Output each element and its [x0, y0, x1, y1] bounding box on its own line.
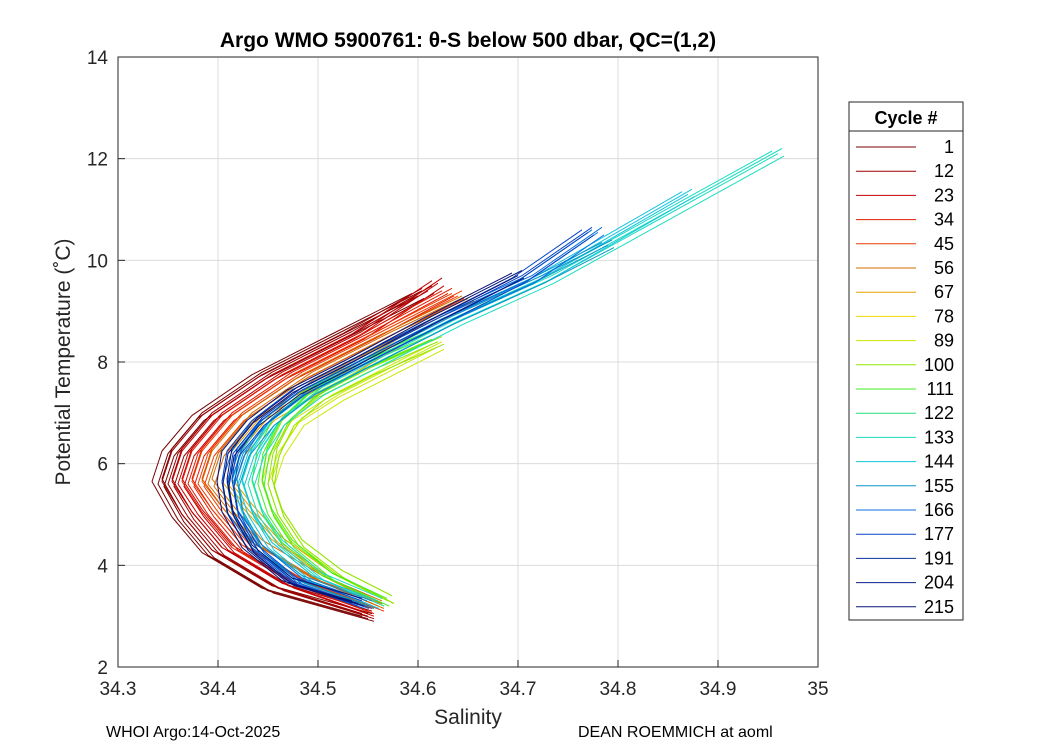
y-tick-label: 2 — [97, 658, 108, 679]
legend-label: 100 — [924, 355, 954, 375]
series-line — [177, 282, 439, 615]
series-line — [207, 298, 469, 607]
y-tick-label: 10 — [87, 251, 108, 272]
legend-label: 78 — [934, 306, 954, 326]
y-tick-label: 14 — [87, 48, 109, 69]
legend-label: 45 — [934, 234, 954, 254]
series-line — [253, 155, 785, 607]
series-line — [161, 287, 423, 615]
series-line — [263, 338, 435, 607]
x-tick-label: 35 — [807, 679, 828, 700]
legend-entries: 1 12 23 34 45 56 67 78 89 100 111 122 133 144 155 166 17… — [856, 137, 954, 617]
legend-label: 166 — [924, 500, 954, 520]
legend-label: 1 — [944, 137, 954, 157]
series-line — [231, 226, 603, 602]
series-line — [167, 290, 429, 617]
x-tick-label: 34.6 — [400, 679, 437, 700]
legend: Cycle # 1 12 23 34 45 56 67 78 89 100 111 122 133 144… — [848, 101, 964, 621]
series-line — [233, 234, 595, 609]
y-axis-label: Potential Temperature (˚C) — [52, 238, 75, 485]
legend-label: 215 — [924, 597, 954, 617]
series-line — [271, 336, 443, 597]
x-tick-label: 34.8 — [600, 679, 637, 700]
legend-label: 56 — [934, 258, 954, 278]
legend-label: 177 — [924, 524, 954, 544]
series-line — [181, 290, 443, 609]
series-line — [171, 280, 433, 612]
series-line — [226, 270, 523, 599]
legend-box — [848, 101, 964, 621]
legend-label: 155 — [924, 476, 954, 496]
x-tick-label: 34.7 — [500, 679, 537, 700]
series-line — [228, 277, 525, 607]
x-tick-label: 34.5 — [300, 679, 337, 700]
legend-label: 67 — [934, 282, 954, 302]
y-tick-label: 8 — [97, 353, 108, 374]
legend-label: 204 — [924, 573, 954, 593]
footer-source: WHOI Argo:14-Oct-2025 — [106, 724, 281, 741]
legend-label: 133 — [924, 427, 954, 447]
series-line — [273, 343, 445, 604]
series-line — [222, 275, 519, 604]
axis-ticks: 34.3 34.4 34.5 34.6 34.7 34.8 34.9 35 2 4 6 8 10 12 14 — [87, 48, 829, 700]
series-line — [233, 234, 605, 609]
series-line — [151, 292, 413, 617]
series-line — [216, 272, 513, 602]
legend-label: 144 — [924, 452, 954, 472]
footer-operator: DEAN ROEMMICH at aoml — [578, 724, 773, 741]
x-tick-label: 34.4 — [200, 679, 237, 700]
series-line — [251, 333, 423, 602]
legend-label: 34 — [934, 210, 954, 230]
legend-label: 89 — [934, 331, 954, 351]
legend-title: Cycle # — [874, 108, 937, 128]
legend-label: 122 — [924, 403, 954, 423]
x-tick-label: 34.3 — [100, 679, 137, 700]
legend-label: 191 — [924, 548, 954, 568]
series-line — [187, 292, 449, 612]
series-line — [211, 292, 473, 602]
legend-label: 111 — [927, 379, 954, 399]
y-tick-label: 4 — [97, 556, 108, 577]
y-tick-label: 12 — [87, 150, 108, 171]
x-tick-label: 34.9 — [700, 679, 737, 700]
data-lines — [151, 148, 785, 622]
chart-title: Argo WMO 5900761: θ-S below 500 dbar, QC… — [220, 29, 716, 52]
y-tick-label: 6 — [97, 455, 108, 476]
x-axis-label: Salinity — [434, 706, 502, 729]
series-line — [247, 153, 779, 604]
series-line — [157, 295, 419, 620]
series-line — [231, 226, 593, 602]
legend-label: 12 — [934, 161, 954, 181]
legend-label: 23 — [934, 185, 954, 205]
